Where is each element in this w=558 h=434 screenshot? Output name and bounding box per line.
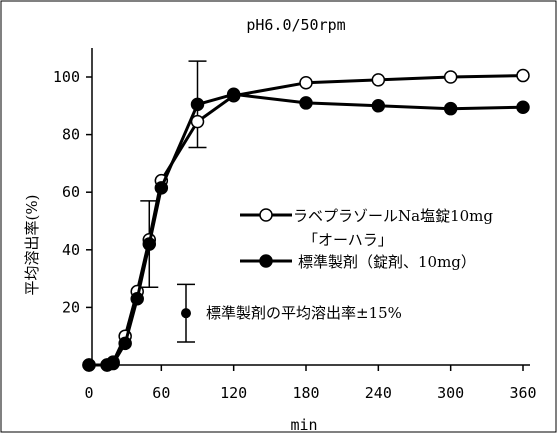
y-tick-label: 20 — [62, 298, 80, 316]
x-tick-label: 300 — [437, 384, 464, 402]
data-point-filled — [226, 87, 241, 102]
data-point-filled — [371, 99, 386, 113]
data-point-filled — [154, 181, 169, 195]
data-point-open — [443, 70, 458, 84]
data-point-filled — [130, 292, 144, 306]
legend: ラベプラゾールNa塩錠10mg 「オーハラ」標準製剤（錠剤、10mg） 標準製剤の平… — [177, 207, 493, 343]
axes: 0 60 120 180 240 300 360 20 40 60 80 100 — [53, 48, 537, 402]
series-layer — [82, 68, 530, 372]
data-point-open — [516, 68, 530, 83]
series-line — [89, 92, 524, 367]
series-2 — [82, 87, 530, 372]
legend-label-series-1: ラベプラゾールNa塩錠10mg — [293, 207, 493, 225]
chart-title: pH6.0/50rpm — [246, 16, 345, 34]
data-point-filled — [142, 237, 157, 251]
data-point-open — [299, 76, 313, 90]
x-tick-label: 360 — [509, 384, 536, 402]
data-point-filled — [82, 358, 96, 372]
legend-label-series-1-line2: 「オーハラ」 — [303, 231, 393, 249]
x-tick-label: 180 — [292, 384, 319, 402]
data-point-filled — [443, 101, 458, 116]
x-tick-label: 120 — [220, 384, 247, 402]
x-axis-label: min — [290, 416, 317, 434]
x-tick-label: 0 — [84, 384, 93, 402]
error-bars — [140, 60, 207, 288]
y-tick-label: 60 — [62, 183, 80, 201]
x-tick-label: 240 — [365, 384, 392, 402]
legend-label-error-bar: 標準製剤の平均溶出率±15% — [206, 304, 402, 322]
legend-entry-series-1: ラベプラゾールNa塩錠10mg 「オーハラ」 — [240, 207, 493, 249]
data-point-filled — [190, 97, 205, 112]
legend-marker-filled — [259, 254, 273, 268]
legend-error-marker — [181, 308, 191, 319]
data-point-open — [371, 73, 386, 87]
data-point-filled — [299, 96, 313, 110]
y-axis-label: 平均溶出率(%) — [23, 195, 41, 296]
legend-label-series-2: 標準製剤（錠剤、10mg） — [298, 253, 476, 271]
data-point-filled — [106, 356, 120, 371]
legend-marker-open — [259, 208, 273, 222]
x-tick-label: 60 — [152, 384, 170, 402]
legend-entry-series-2: 標準製剤（錠剤、10mg） — [240, 253, 476, 271]
legend-entry-error-bar: 標準製剤の平均溶出率±15% — [177, 283, 402, 343]
y-tick-label: 100 — [53, 68, 80, 86]
y-tick-label: 40 — [62, 241, 80, 259]
data-point-filled — [516, 100, 530, 114]
data-point-filled — [118, 336, 132, 351]
y-tick-label: 80 — [62, 126, 80, 144]
